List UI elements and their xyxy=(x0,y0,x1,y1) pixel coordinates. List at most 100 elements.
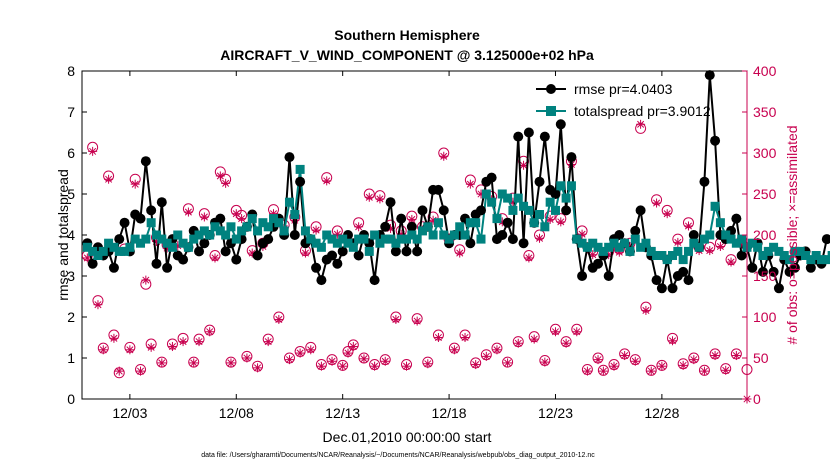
chart-title: Southern Hemisphere xyxy=(334,27,480,43)
totalspread-point xyxy=(614,242,624,252)
totalspread-point xyxy=(652,251,662,260)
y-right-tick-label: 0 xyxy=(753,391,761,407)
totalspread-point xyxy=(178,238,188,248)
totalspread-point xyxy=(130,234,140,244)
rmse-point xyxy=(231,254,242,265)
obs-assimilated-marker xyxy=(343,348,353,358)
obs-assimilated-marker xyxy=(284,355,294,365)
obs-assimilated-marker xyxy=(481,351,491,361)
totalspread-point xyxy=(556,181,566,191)
obs-assimilated-marker xyxy=(380,356,390,366)
totalspread-point xyxy=(359,234,369,244)
totalspread-point xyxy=(162,238,172,248)
rmse-point xyxy=(534,176,545,187)
totalspread-point xyxy=(572,234,582,244)
rmse-point xyxy=(337,246,348,257)
obs-assimilated-marker xyxy=(183,207,193,217)
rmse-point xyxy=(119,217,130,228)
totalspread-point xyxy=(699,234,709,244)
rmse-point xyxy=(417,205,428,216)
totalspread-point xyxy=(816,255,826,265)
totalspread-point xyxy=(327,234,337,244)
totalspread-point xyxy=(258,218,268,228)
rmse-point xyxy=(146,205,157,216)
y-axis-label: rmse and totalspread xyxy=(55,169,71,301)
obs-assimilated-marker xyxy=(93,300,103,310)
rmse-point xyxy=(390,246,401,257)
obs-assimilated-marker xyxy=(391,314,401,324)
totalspread-point xyxy=(316,242,326,252)
obs-assimilated-marker xyxy=(572,327,582,337)
totalspread-point xyxy=(710,201,720,211)
obs-assimilated-marker xyxy=(98,345,108,355)
obs-assimilated-marker xyxy=(402,361,412,371)
rmse-point xyxy=(539,131,550,142)
rmse-point xyxy=(385,197,396,208)
x-tick-label: 12/23 xyxy=(538,405,573,421)
obs-assimilated-marker xyxy=(492,345,502,355)
rmse-point xyxy=(369,275,380,286)
totalspread-point xyxy=(460,230,470,240)
totalspread-point xyxy=(545,197,555,207)
totalspread-point xyxy=(497,189,507,199)
obs-assimilated-marker xyxy=(433,333,443,342)
obs-assimilated-marker xyxy=(524,253,534,263)
obs-assimilated-marker xyxy=(354,222,364,232)
totalspread-point xyxy=(300,226,310,236)
totalspread-point xyxy=(763,246,773,256)
totalspread-point xyxy=(98,246,108,256)
rmse-point xyxy=(603,271,614,281)
totalspread-point xyxy=(242,222,252,232)
rmse-point xyxy=(555,119,566,130)
y-tick-label: 4 xyxy=(67,227,75,243)
rmse-point xyxy=(108,262,119,273)
totalspread-point xyxy=(428,230,438,240)
totalspread-point xyxy=(396,234,406,244)
obs-assimilated-marker xyxy=(503,358,513,368)
obs-assimilated-marker xyxy=(609,361,619,371)
obs-assimilated-marker xyxy=(109,333,119,343)
rmse-point xyxy=(577,271,588,281)
obs-assimilated-marker xyxy=(327,356,337,366)
totalspread-point xyxy=(354,234,364,244)
rmse-point xyxy=(140,156,151,167)
totalspread-point xyxy=(226,222,236,232)
rmse-point xyxy=(295,176,306,187)
rmse-point xyxy=(502,217,513,228)
obs-assimilated-marker xyxy=(221,178,231,188)
totalspread-point xyxy=(433,218,443,228)
totalspread-point xyxy=(332,238,342,248)
line-layer xyxy=(82,70,830,294)
obs-assimilated-marker xyxy=(364,192,374,202)
obs-assimilated-marker xyxy=(710,351,720,361)
rmse-point xyxy=(87,258,98,269)
obs-assimilated-marker xyxy=(519,160,529,170)
obs-assimilated-marker xyxy=(683,221,693,231)
obs-assimilated-marker xyxy=(465,179,475,189)
obs-assimilated-marker xyxy=(215,171,225,181)
obs-assimilated-marker xyxy=(263,337,273,347)
totalspread-point xyxy=(114,246,124,256)
rmse-point xyxy=(678,266,689,277)
totalspread-point xyxy=(88,246,98,256)
totalspread-point xyxy=(668,251,678,260)
rmse-point xyxy=(151,258,162,269)
totalspread-point xyxy=(364,246,374,256)
rmse-point xyxy=(433,184,444,195)
rmse-point xyxy=(156,197,167,208)
rmse-point xyxy=(476,205,486,216)
totalspread-point xyxy=(151,230,161,240)
y-tick-label: 0 xyxy=(67,391,75,407)
totalspread-point xyxy=(215,226,225,236)
rmse-point xyxy=(656,283,667,294)
obs-assimilated-marker xyxy=(668,336,678,346)
totalspread-point xyxy=(279,226,289,236)
obs-assimilated-marker xyxy=(316,361,326,371)
totalspread-point xyxy=(779,251,789,260)
totalspread-point xyxy=(407,230,417,240)
rmse-point xyxy=(651,275,662,286)
totalspread-point xyxy=(487,197,497,207)
obs-assimilated-marker xyxy=(449,345,459,355)
totalspread-point xyxy=(737,234,747,244)
obs-assimilated-marker xyxy=(598,366,608,376)
